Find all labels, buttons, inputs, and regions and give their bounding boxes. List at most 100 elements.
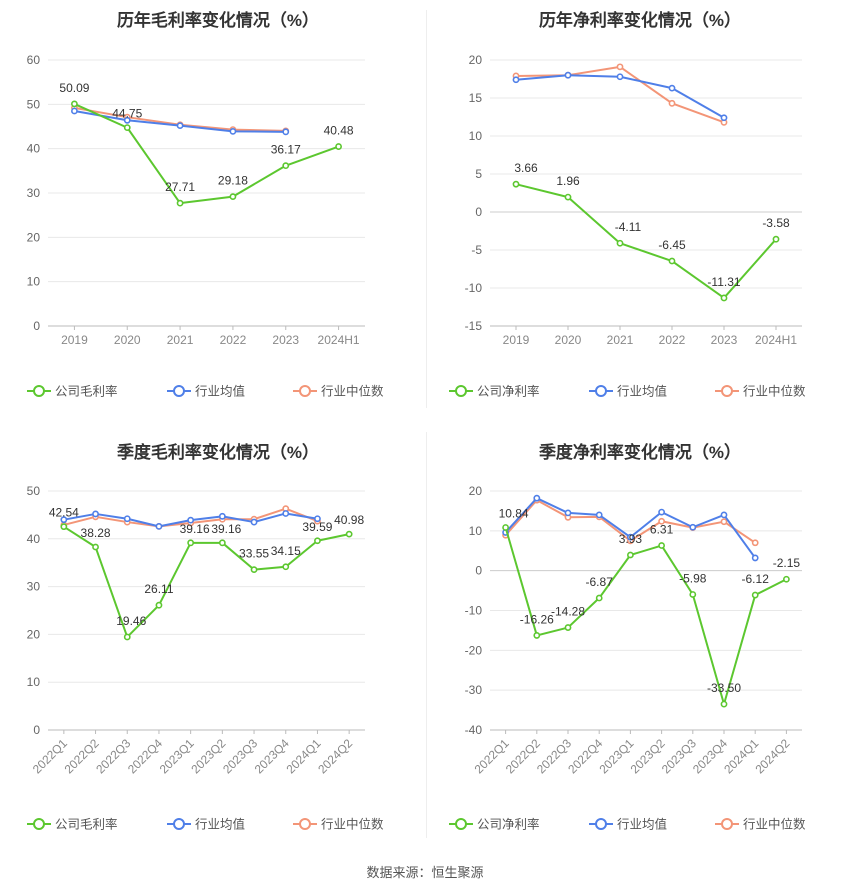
data-point <box>155 522 163 530</box>
y-tick-label: 30 <box>27 580 41 594</box>
legend-label: 行业均值 <box>195 384 245 399</box>
y-tick-label: 20 <box>469 484 483 498</box>
data-point <box>668 99 676 107</box>
y-tick-label: 10 <box>27 275 41 289</box>
data-point <box>229 127 237 135</box>
data-point <box>123 515 131 523</box>
data-label: 27.71 <box>165 180 195 194</box>
x-tick-label: 2022 <box>220 333 247 347</box>
data-point <box>783 575 790 583</box>
data-point <box>502 524 509 531</box>
data-point <box>123 116 131 124</box>
y-tick-label: 10 <box>469 129 483 143</box>
vertical-divider-top <box>426 10 427 408</box>
data-point <box>314 515 321 523</box>
data-point <box>595 594 603 602</box>
data-label: -6.45 <box>658 238 686 252</box>
data-label: 44.75 <box>112 107 142 121</box>
data-label: 33.55 <box>239 547 269 561</box>
x-tick-label: 2024Q2 <box>752 736 792 776</box>
data-point <box>751 591 759 599</box>
series-line-1 <box>515 183 777 299</box>
data-label: 42.54 <box>49 506 79 520</box>
y-tick-label: -30 <box>465 683 483 697</box>
y-tick-label: 50 <box>27 484 41 498</box>
legend-item-2: 行业均值 <box>589 817 667 832</box>
data-point <box>92 543 99 551</box>
data-point <box>751 539 759 547</box>
data-label: 1.96 <box>556 174 580 188</box>
y-tick-label: -10 <box>465 604 483 618</box>
y-tick-label: 5 <box>475 167 482 181</box>
legend-marker <box>173 385 185 397</box>
data-label: 6.31 <box>650 523 674 537</box>
data-point <box>123 633 131 641</box>
data-point <box>751 554 759 562</box>
data-point <box>282 510 290 517</box>
chart-title: 历年净利率变化情况（%） <box>539 10 741 30</box>
data-point <box>335 143 342 150</box>
data-point <box>720 511 728 519</box>
data-label: -14.28 <box>551 605 585 619</box>
data-label: 26.11 <box>144 582 173 596</box>
data-point <box>720 114 728 122</box>
y-tick-label: 0 <box>33 723 40 737</box>
data-label: 10.84 <box>499 506 529 520</box>
legend-item-3: 行业中位数 <box>715 817 806 832</box>
y-tick-label: 10 <box>27 675 41 689</box>
y-tick-label: 0 <box>475 564 482 578</box>
legend-marker <box>455 385 467 397</box>
data-source-note: 数据来源：恒生聚源 <box>366 865 484 880</box>
legend-marker <box>299 818 311 830</box>
data-label: -2.15 <box>773 556 801 570</box>
data-point <box>689 523 697 531</box>
data-point <box>250 518 258 526</box>
legend-label: 公司毛利率 <box>55 817 118 832</box>
data-point <box>92 510 99 518</box>
y-tick-label: 15 <box>469 91 483 105</box>
x-tick-label: 2020 <box>114 333 141 347</box>
x-tick-label: 2024H1 <box>755 333 797 347</box>
series-line-1 <box>504 527 787 706</box>
data-point <box>345 530 353 538</box>
legend-label: 行业中位数 <box>743 384 806 399</box>
data-point <box>155 601 163 609</box>
legend-marker <box>595 818 607 830</box>
legend-item-2: 行业均值 <box>167 817 245 832</box>
legend-label: 行业中位数 <box>321 384 384 399</box>
data-point <box>564 509 572 517</box>
data-label: 3.66 <box>514 161 538 175</box>
legend-label: 公司毛利率 <box>55 384 118 399</box>
data-point <box>658 508 665 516</box>
legend-item-2: 行业均值 <box>167 384 245 399</box>
x-tick-label: 2023 <box>272 333 299 347</box>
data-point <box>564 193 572 201</box>
legend-label: 公司净利率 <box>477 384 540 399</box>
chart-title: 历年毛利率变化情况（%） <box>117 10 319 30</box>
legend-item-1: 公司毛利率 <box>27 817 118 832</box>
data-label: -11.31 <box>707 275 740 289</box>
data-point <box>627 533 634 541</box>
legend-marker <box>455 818 467 830</box>
y-tick-label: -5 <box>471 243 482 257</box>
chart-title: 季度毛利率变化情况（%） <box>117 442 319 462</box>
chart-2: 历年净利率变化情况（%） -15 -10 -5 0 5 10 15 20 2019 2020 2021… <box>449 10 806 399</box>
x-tick-label: 2021 <box>167 333 194 347</box>
y-tick-label: 20 <box>27 230 41 244</box>
x-tick-label: 2020 <box>555 333 582 347</box>
series-line-1 <box>63 525 350 638</box>
data-point <box>533 494 541 502</box>
data-point <box>282 563 290 571</box>
data-point <box>71 100 78 108</box>
vertical-divider-bottom <box>426 432 427 838</box>
legend-item-1: 公司净利率 <box>449 817 540 832</box>
x-tick-label: 2023 <box>711 333 738 347</box>
data-point <box>564 71 572 79</box>
legend-marker <box>595 385 607 397</box>
y-tick-label: 10 <box>469 524 483 538</box>
y-tick-label: 40 <box>27 142 41 156</box>
data-label: 34.15 <box>271 544 301 558</box>
data-label: 39.59 <box>302 520 332 534</box>
data-point <box>564 624 572 631</box>
chart-title: 季度净利率变化情况（%） <box>539 442 741 462</box>
